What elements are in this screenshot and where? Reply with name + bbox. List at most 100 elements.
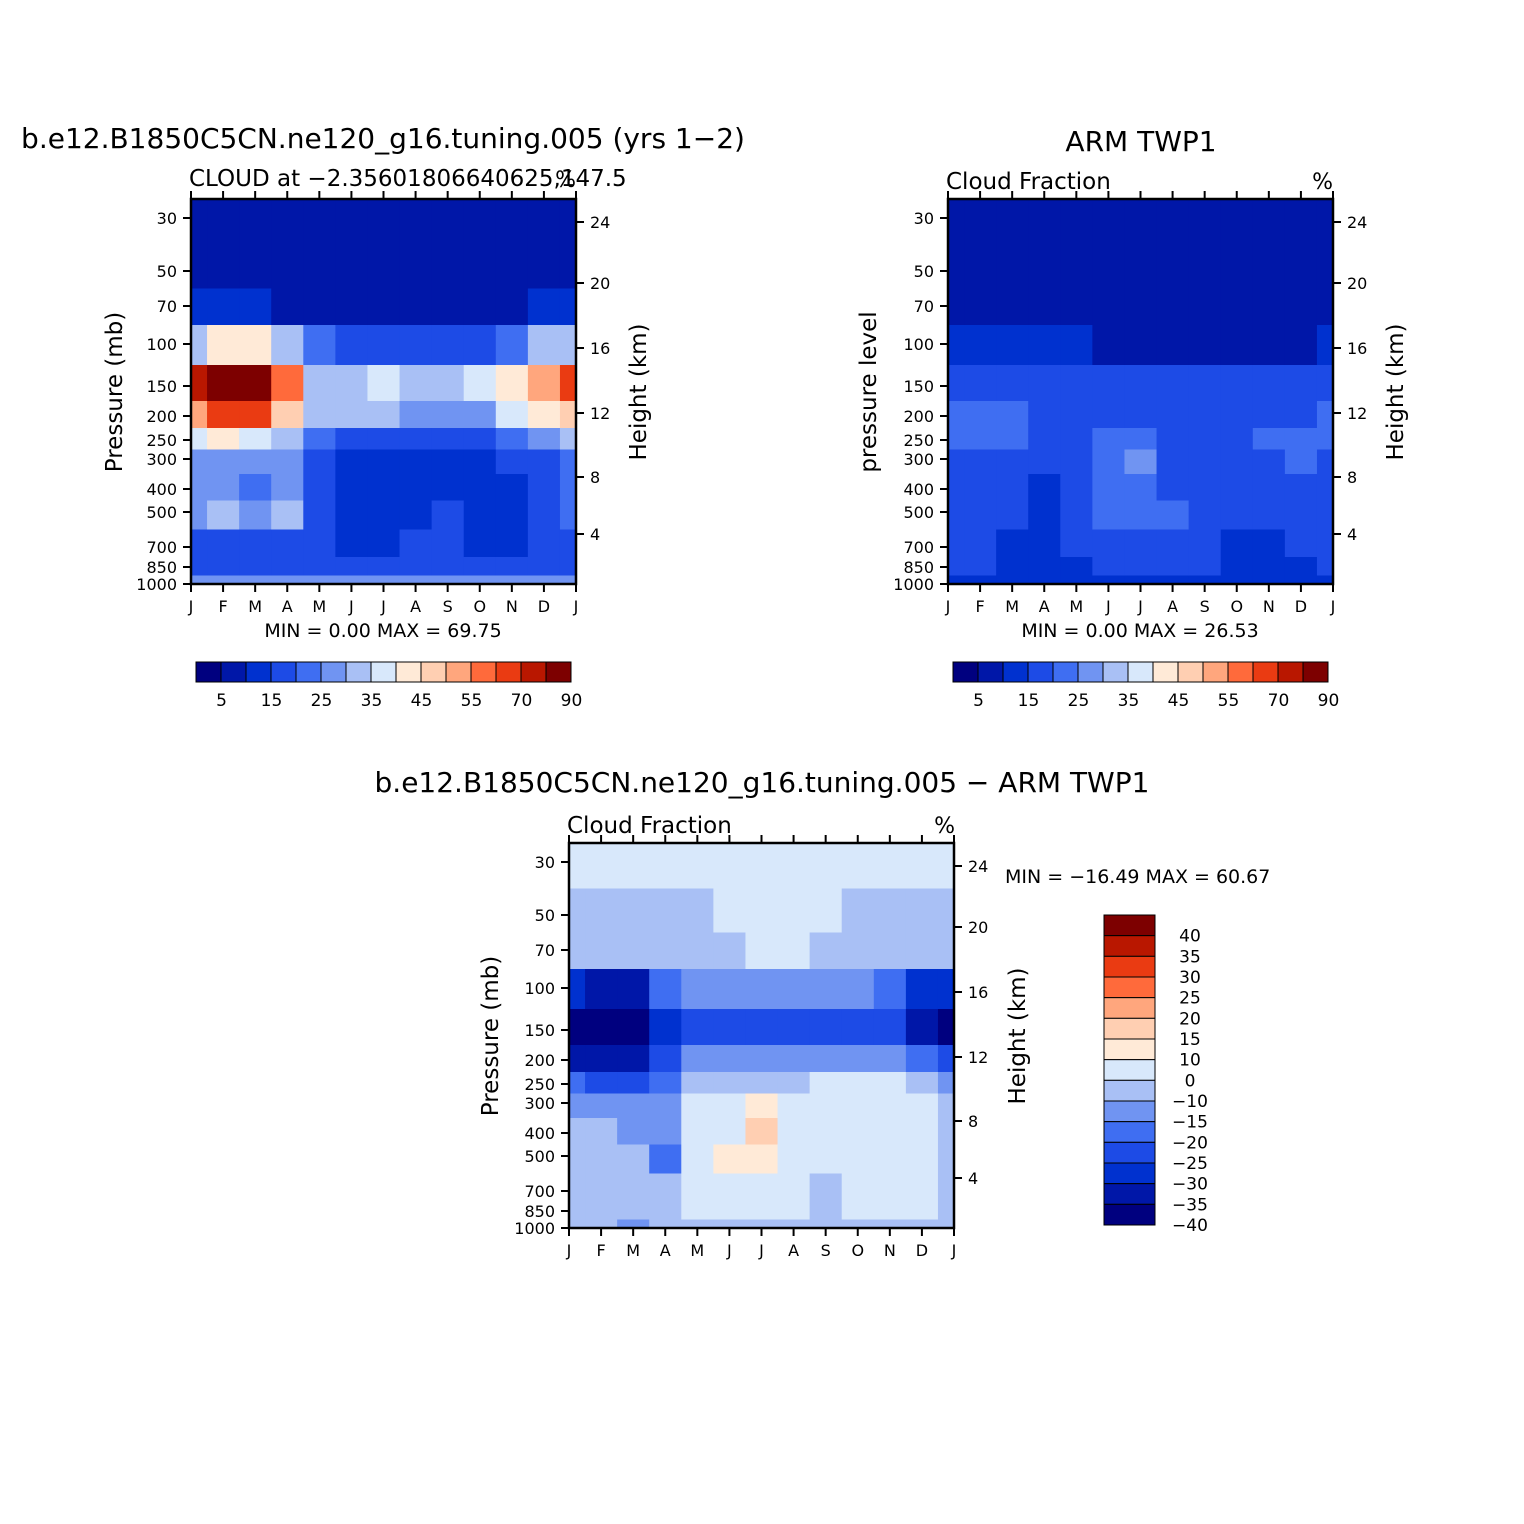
- heatmap-cell: [207, 199, 240, 246]
- heatmap-cell: [905, 1118, 939, 1146]
- heatmap-cell: [1316, 288, 1334, 326]
- heatmap-cell: [964, 244, 997, 290]
- colorbar-label: 70: [511, 691, 533, 711]
- colorbar-box: [1103, 1059, 1156, 1081]
- heatmap-cell: [777, 932, 811, 970]
- heatmap-cell: [569, 888, 586, 934]
- heatmap-cell: [1124, 428, 1158, 451]
- x-tick-label: M: [312, 597, 326, 616]
- y-tick-right-label: 20: [1347, 274, 1367, 293]
- panel-model-title: b.e12.B1850C5CN.ne120_g16.tuning.005 (yr…: [21, 122, 745, 155]
- heatmap-cell: [303, 529, 336, 558]
- heatmap-cell: [463, 325, 497, 366]
- y-tick-label: 700: [903, 538, 934, 557]
- y-tick-label: 400: [146, 480, 177, 499]
- heatmap-cell: [948, 401, 965, 429]
- heatmap-cell: [1092, 529, 1126, 558]
- heatmap-cell: [303, 401, 336, 429]
- colorbar-box: [445, 661, 472, 683]
- heatmap-cell: [1156, 500, 1190, 531]
- heatmap-cell: [495, 288, 529, 326]
- heatmap-cell: [1316, 500, 1334, 531]
- colorbar: 5 15 25 35 45 55 70 90: [195, 661, 582, 711]
- heatmap-cell: [191, 449, 208, 475]
- heatmap-cell: [559, 428, 577, 451]
- y-tick-label: 500: [524, 1147, 555, 1166]
- heatmap-cell: [1252, 474, 1286, 502]
- heatmap-cell: [569, 1072, 586, 1095]
- heatmap-cell: [207, 529, 240, 558]
- panel-diff-subtitle: Cloud Fraction: [567, 813, 732, 839]
- heatmap-cell: [617, 888, 650, 934]
- heatmap-cell: [431, 500, 465, 531]
- x-tick-label: J: [573, 597, 579, 616]
- x-tick-label: A: [282, 597, 293, 616]
- heatmap-cell: [1092, 557, 1126, 577]
- heatmap-cell: [649, 1173, 682, 1202]
- heatmap-cell: [569, 1173, 586, 1202]
- y-tick-label: 200: [524, 1051, 555, 1070]
- heatmap-cell: [335, 325, 369, 366]
- heatmap-cell: [1124, 401, 1158, 429]
- heatmap-cell: [1156, 529, 1190, 558]
- heatmap-cell: [964, 365, 997, 402]
- heatmap-cell: [1156, 575, 1190, 585]
- heatmap-cell: [191, 288, 208, 326]
- panel-diff-ylabel: Pressure (mb): [478, 956, 504, 1116]
- heatmap-cell: [271, 199, 304, 246]
- heatmap-cell: [681, 1045, 714, 1073]
- x-tick-label: J: [1330, 597, 1336, 616]
- colorbar-box: [1103, 914, 1156, 937]
- heatmap-cell: [303, 288, 336, 326]
- colorbar-box: [395, 661, 422, 683]
- heatmap-cell: [1124, 474, 1158, 502]
- heatmap-cell: [495, 500, 529, 531]
- heatmap-cell: [335, 575, 369, 585]
- heatmap-cell: [617, 1072, 650, 1095]
- x-tick-label: A: [1167, 597, 1178, 616]
- heatmap-cell: [1252, 244, 1286, 290]
- heatmap-cell: [948, 529, 965, 558]
- heatmap-cell: [996, 325, 1029, 366]
- heatmap-cell: [271, 474, 304, 502]
- heatmap-cell: [713, 1144, 747, 1175]
- heatmap-cell: [1028, 401, 1061, 429]
- heatmap-cell: [1220, 474, 1254, 502]
- panel-diff-title: b.e12.B1850C5CN.ne120_g16.tuning.005 − A…: [375, 766, 1150, 799]
- heatmap-cell: [191, 199, 208, 246]
- heatmap-cell: [1124, 500, 1158, 531]
- heatmap-cell: [1156, 428, 1190, 451]
- heatmap-cell: [649, 1093, 682, 1119]
- heatmap-cell: [527, 401, 561, 429]
- heatmap-cell: [713, 1219, 747, 1229]
- x-tick-label: D: [916, 1241, 928, 1260]
- heatmap-cell: [191, 365, 208, 402]
- heatmap-cell: [745, 1173, 779, 1202]
- x-tick-label: O: [851, 1241, 864, 1260]
- colorbar-box: [1103, 1017, 1156, 1040]
- heatmap-cell: [367, 529, 401, 558]
- heatmap-cell: [1220, 500, 1254, 531]
- heatmap-cell: [996, 449, 1029, 475]
- heatmap-cell: [649, 1072, 682, 1095]
- heatmap-cell: [271, 449, 304, 475]
- heatmap-cell: [239, 428, 272, 451]
- heatmap-cell: [948, 500, 965, 531]
- heatmap-cell: [239, 575, 272, 585]
- heatmap-cell: [1252, 449, 1286, 475]
- y-tick-label: 50: [535, 906, 555, 925]
- heatmap-cell: [367, 365, 401, 402]
- heatmap-cell: [1060, 500, 1093, 531]
- heatmap-cell: [809, 932, 843, 970]
- heatmap-cell: [1188, 500, 1222, 531]
- heatmap-cell: [948, 365, 965, 402]
- heatmap-cell: [617, 843, 650, 890]
- y-tick-right-label: 8: [1347, 468, 1357, 487]
- panel-obs-title: ARM TWP1: [1065, 125, 1216, 158]
- heatmap-cell: [271, 557, 304, 577]
- heatmap-cell: [1124, 449, 1158, 475]
- heatmap-cell: [1220, 401, 1254, 429]
- heatmap-cell: [713, 1093, 747, 1119]
- heatmap-cell: [809, 1072, 843, 1095]
